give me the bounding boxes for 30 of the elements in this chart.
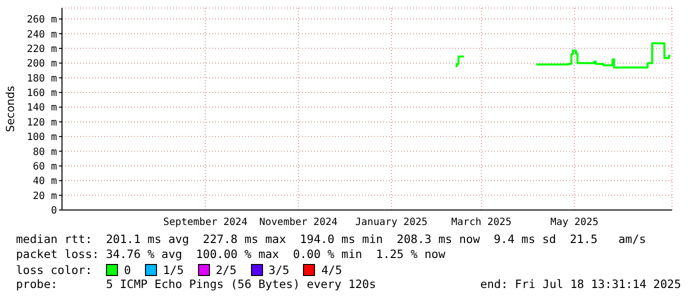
y-tick-label: 140 m xyxy=(26,102,57,114)
text: packet loss: 34.76 % avg 100.00 % max 0.00 % min 1.25 % now xyxy=(16,247,446,262)
y-tick-label: 260 m xyxy=(26,14,57,26)
y-tick-label: 160 m xyxy=(26,88,57,100)
legend-label: 2/5 xyxy=(214,262,237,276)
x-tick-label: January 2025 xyxy=(355,217,428,228)
text: median rtt: 201.1 ms avg 227.8 ms max 194.0 ms min 208.3 ms now 9.4 ms sd 21.5 am/s xyxy=(16,232,648,247)
text: probe: 5 ICMP Echo Pings (56 Bytes) every 120s xyxy=(16,277,376,292)
x-tick-label: November 2024 xyxy=(259,217,338,228)
y-tick-label: 20 m xyxy=(32,190,57,202)
y-tick-label: 60 m xyxy=(32,161,57,172)
x-tick-label: September 2024 xyxy=(163,217,248,228)
y-tick-label: 220 m xyxy=(26,44,57,55)
legend-label: 4/5 xyxy=(320,262,342,276)
legend-label: 3/5 xyxy=(268,262,290,276)
y-tick-label: 200 m xyxy=(26,58,57,70)
x-tick-label: March 2025 xyxy=(451,217,512,228)
legend-title: loss color: xyxy=(16,262,94,276)
y-tick-label: 0 xyxy=(50,206,57,217)
y-tick-label: 80 m xyxy=(32,146,57,158)
y-tick-label: 40 m xyxy=(32,176,57,188)
x-tick-label: May 2025 xyxy=(550,217,598,228)
legend-label: 1/5 xyxy=(162,262,184,276)
legend-label: 0 xyxy=(123,262,131,276)
y-tick-label: 240 m xyxy=(26,29,57,40)
y-tick-label: 100 m xyxy=(26,132,57,144)
y-tick-label: 180 m xyxy=(26,73,57,84)
y-axis-title: Seconds xyxy=(4,86,17,132)
y-tick-label: 120 m xyxy=(26,117,57,128)
text: end: Fri Jul 18 13:31:14 2025 xyxy=(480,277,681,292)
